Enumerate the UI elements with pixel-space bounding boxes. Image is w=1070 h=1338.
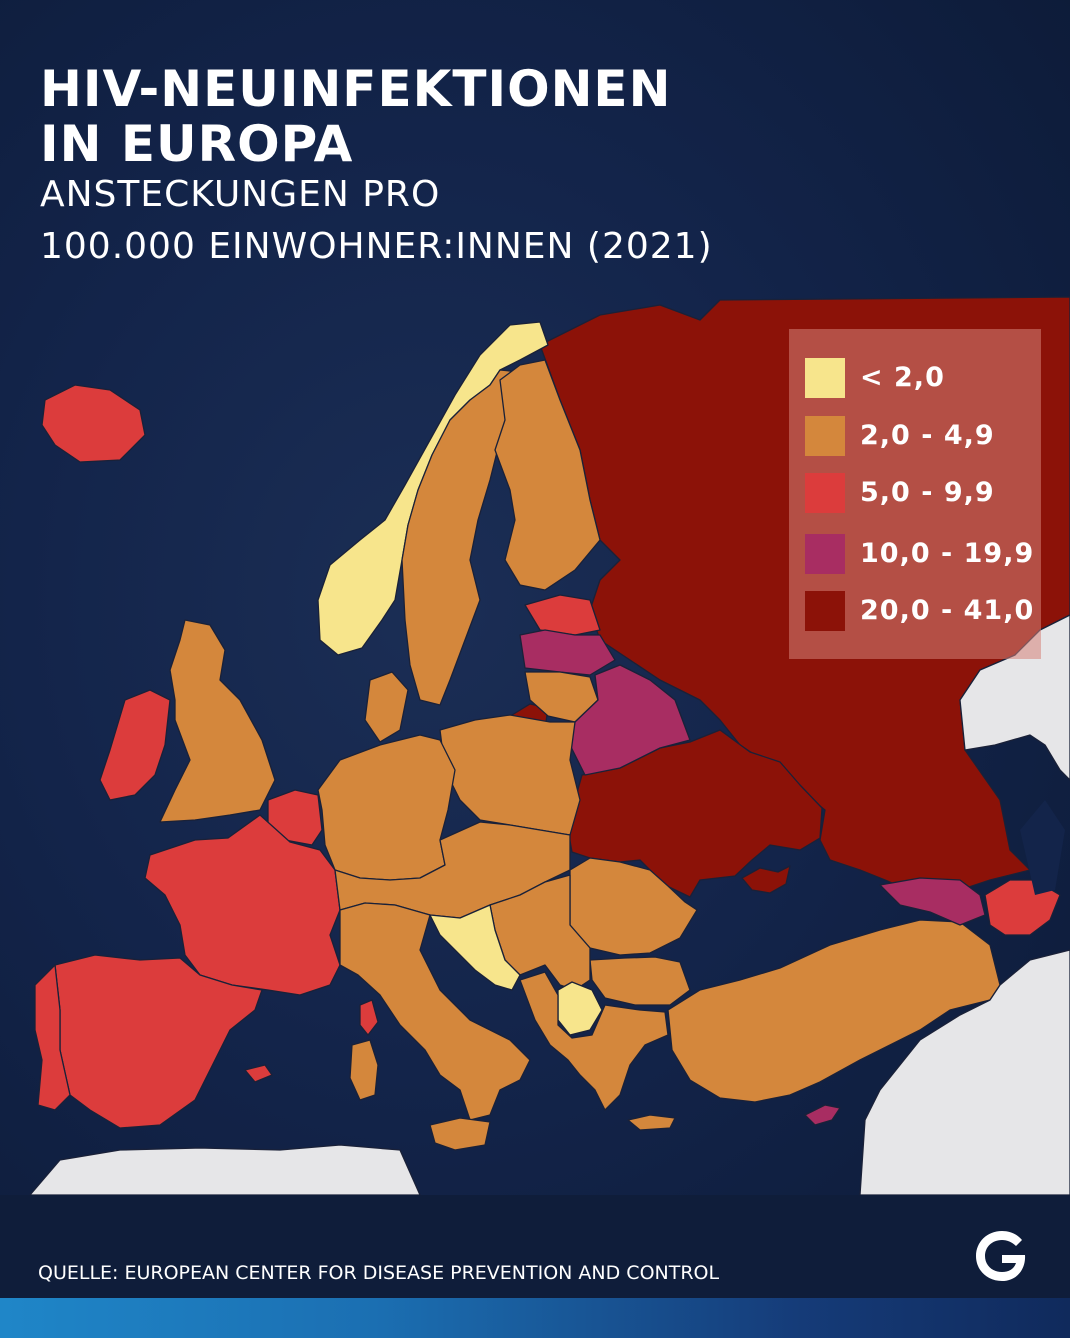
region-ireland (99, 689, 171, 801)
title-line-1: HIV-NEUINFEKTIONEN (40, 60, 672, 118)
legend-item: 2,0 - 4,9 (805, 416, 1035, 456)
g-logo-icon (976, 1231, 1026, 1281)
legend-swatch (805, 358, 845, 398)
region-finland (494, 359, 601, 591)
subtitle-line-1: ANSTECKUNGEN PRO (40, 174, 441, 215)
legend-label: 10,0 - 19,9 (860, 538, 1035, 569)
region-france (144, 814, 341, 996)
legend-label: 5,0 - 9,9 (860, 477, 995, 508)
region-crimea (741, 865, 791, 894)
region-uk (159, 619, 276, 823)
bottom-accent-bar (0, 1298, 1070, 1338)
legend-item: 5,0 - 9,9 (805, 473, 1035, 513)
region-caspian-sea (1020, 800, 1065, 895)
region-denmark (364, 671, 409, 743)
region-estonia (524, 594, 601, 636)
legend-label: 2,0 - 4,9 (860, 420, 995, 451)
region-sweden (401, 369, 521, 706)
region-poland (439, 714, 581, 836)
region-balearic (244, 1064, 273, 1083)
source-note: QUELLE: EUROPEAN CENTER FOR DISEASE PREV… (38, 1262, 720, 1284)
map-legend: < 2,0 2,0 - 4,9 5,0 - 9,9 10,0 - 19,9 20… (789, 329, 1041, 659)
region-kosovo-macedonia (557, 981, 603, 1036)
region-sicily (429, 1117, 491, 1151)
region-croatia-bosnia (429, 904, 521, 991)
region-germany (317, 734, 456, 881)
legend-item: 10,0 - 19,9 (805, 534, 1035, 574)
legend-item: < 2,0 (805, 358, 1035, 398)
footer (0, 1195, 1070, 1298)
region-latvia (519, 629, 616, 676)
region-portugal (34, 964, 71, 1111)
legend-item: 20,0 - 41,0 (805, 591, 1035, 631)
region-belarus (569, 664, 691, 776)
region-crete (627, 1114, 676, 1131)
region-middle-east (859, 949, 1070, 1195)
legend-swatch (805, 591, 845, 631)
legend-swatch (805, 534, 845, 574)
region-cyprus (804, 1104, 841, 1126)
region-georgia (879, 877, 986, 926)
region-armenia-azerbaijan (984, 879, 1061, 936)
region-bulgaria (589, 956, 691, 1006)
legend-label: < 2,0 (860, 362, 945, 393)
region-north-africa (29, 1144, 421, 1195)
subtitle-line-2: 100.000 EINWOHNER:INNEN (2021) (40, 226, 713, 267)
region-norway (317, 321, 549, 656)
title-line-2: IN EUROPA (40, 115, 354, 173)
region-corsica (359, 999, 379, 1036)
region-sardinia (349, 1039, 379, 1101)
region-greece-albania (519, 971, 669, 1111)
legend-swatch (805, 416, 845, 456)
region-iceland (41, 384, 146, 463)
region-italy (339, 902, 531, 1121)
legend-swatch (805, 473, 845, 513)
legend-label: 20,0 - 41,0 (860, 595, 1035, 626)
region-turkey (667, 919, 1001, 1103)
